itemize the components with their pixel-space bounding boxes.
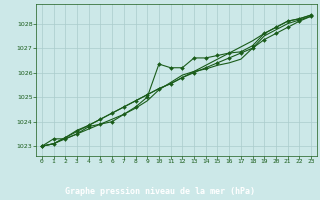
Text: Graphe pression niveau de la mer (hPa): Graphe pression niveau de la mer (hPa) xyxy=(65,188,255,196)
